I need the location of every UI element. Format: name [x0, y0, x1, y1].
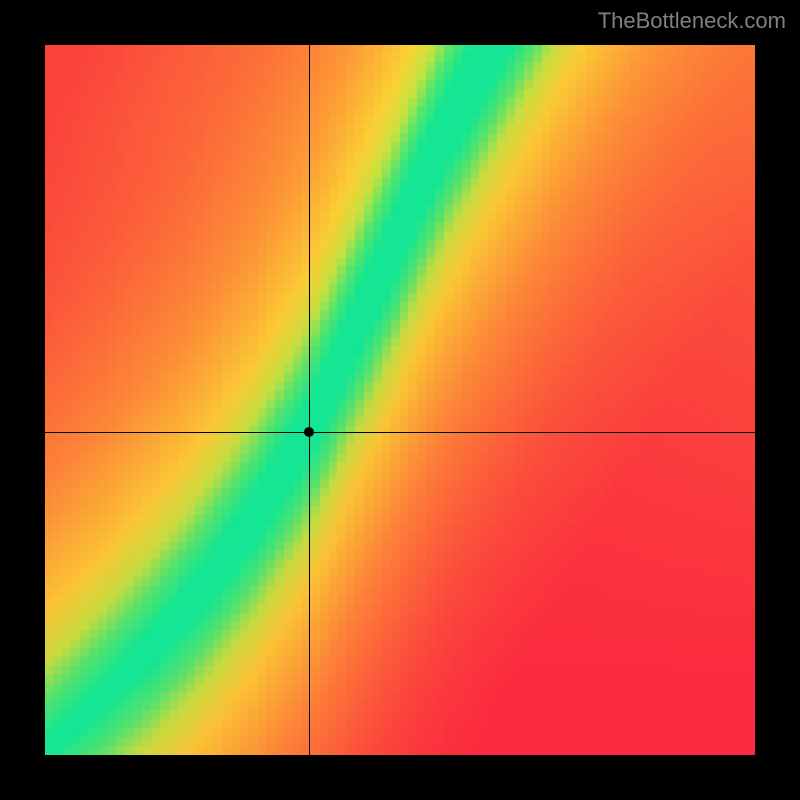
heatmap-canvas: [45, 45, 755, 755]
crosshair-vertical: [309, 45, 310, 755]
watermark-text: TheBottleneck.com: [598, 8, 786, 34]
crosshair-marker: [304, 427, 314, 437]
crosshair-horizontal: [45, 432, 755, 433]
bottleneck-heatmap: [45, 45, 755, 755]
